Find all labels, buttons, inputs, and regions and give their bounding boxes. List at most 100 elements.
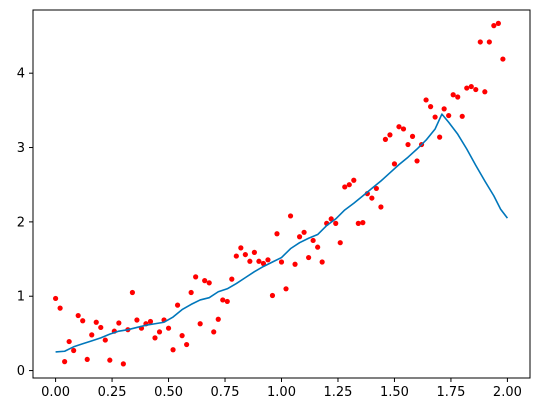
scatter-point xyxy=(495,20,501,26)
scatter-point xyxy=(455,94,461,100)
scatter-point xyxy=(156,329,163,335)
scatter-point xyxy=(468,83,474,90)
scatter-point xyxy=(265,257,271,263)
scatter-point xyxy=(437,134,443,140)
scatter-point xyxy=(251,249,257,255)
x-tick-label: 1.25 xyxy=(324,385,353,400)
y-tick-label: 1 xyxy=(17,290,25,305)
scatter-point xyxy=(174,302,181,308)
x-tick-label: 0.75 xyxy=(211,385,240,400)
scatter-point xyxy=(373,185,379,192)
scatter-point xyxy=(351,177,357,183)
scatter-point xyxy=(486,39,492,45)
scatter-point xyxy=(500,56,506,62)
scatter-point xyxy=(206,280,212,286)
scatter-point xyxy=(211,329,217,335)
scatter-point xyxy=(369,195,375,201)
x-tick-label: 0.50 xyxy=(154,385,183,400)
scatter-point xyxy=(328,216,334,222)
x-tick-label: 0.25 xyxy=(98,385,127,400)
scatter-point xyxy=(116,320,122,326)
plot-area xyxy=(52,20,509,367)
scatter-point xyxy=(84,356,90,363)
scatter-point xyxy=(459,113,465,119)
scatter-point xyxy=(346,182,352,188)
scatter-point xyxy=(260,260,267,267)
y-tick-label: 0 xyxy=(17,364,25,379)
scatter-point xyxy=(197,321,203,327)
scatter-point xyxy=(477,39,483,45)
y-tick-label: 4 xyxy=(17,67,25,82)
scatter-point xyxy=(387,132,393,138)
scatter-point xyxy=(224,298,230,305)
scatter-point xyxy=(89,332,95,338)
scatter-point xyxy=(283,286,289,292)
x-tick-label: 1.75 xyxy=(436,385,465,400)
series-line xyxy=(55,113,509,353)
scatter-point xyxy=(342,184,348,190)
scatter-point xyxy=(52,295,59,302)
scatter-point xyxy=(229,276,235,282)
x-tick-label: 0.00 xyxy=(41,385,70,400)
scatter-point xyxy=(93,319,99,325)
scatter-point xyxy=(238,245,244,251)
x-tick-label: 1.00 xyxy=(267,385,296,400)
scatter-point xyxy=(382,136,389,142)
scatter-point xyxy=(129,289,135,296)
scatter-point xyxy=(446,112,452,119)
scatter-point xyxy=(306,254,312,261)
scatter-point xyxy=(428,104,434,110)
scatter-point xyxy=(315,244,321,250)
scatter-point xyxy=(233,253,239,259)
scatter-point xyxy=(360,220,366,226)
scatter-point xyxy=(396,124,402,130)
scatter-point xyxy=(450,92,456,98)
scatter-point xyxy=(337,240,343,246)
scatter-point xyxy=(378,204,384,210)
scatter-point xyxy=(432,114,438,120)
axes-frame xyxy=(32,9,531,379)
scatter-point xyxy=(242,251,248,258)
scatter-point xyxy=(333,220,339,226)
scatter-point xyxy=(188,289,194,296)
scatter-point xyxy=(491,23,497,29)
scatter-point xyxy=(278,259,285,265)
scatter-point xyxy=(247,258,253,264)
scatter-point xyxy=(464,85,470,91)
scatter-point xyxy=(296,234,303,240)
scatter-point xyxy=(414,158,420,164)
scatter-point xyxy=(57,305,63,311)
x-tick-label: 1.50 xyxy=(380,385,409,400)
scatter-point xyxy=(107,357,113,363)
y-tick-label: 3 xyxy=(17,141,25,156)
scatter-point xyxy=(170,347,176,353)
scatter-point xyxy=(319,259,325,265)
scatter-point xyxy=(193,274,199,280)
scatter-point xyxy=(102,337,108,343)
scatter-point xyxy=(179,333,185,339)
scatter-point xyxy=(355,220,361,226)
scatter-point xyxy=(62,359,68,365)
scatter-point xyxy=(423,97,429,103)
scatter-point xyxy=(409,133,416,139)
scatter-point xyxy=(165,325,172,331)
y-axis-ticks: 0 1 2 3 4 xyxy=(17,67,33,379)
scatter-point xyxy=(310,237,316,244)
scatter-point xyxy=(391,161,398,167)
scatter-point xyxy=(215,316,221,322)
scatter-point xyxy=(71,347,77,354)
scatter-point xyxy=(75,312,81,319)
scatter-point xyxy=(405,141,411,148)
scatter-point xyxy=(482,89,488,95)
scatter-point xyxy=(152,335,158,341)
scatter-point xyxy=(80,318,86,324)
scatter-point xyxy=(269,292,276,299)
scatter-point xyxy=(134,317,140,323)
y-tick-label: 2 xyxy=(17,215,25,230)
x-tick-label: 2.00 xyxy=(493,385,522,400)
scatter-point xyxy=(301,229,307,235)
scatter-point xyxy=(147,318,154,325)
scatter-point xyxy=(66,338,72,345)
scatter-point xyxy=(184,341,190,348)
